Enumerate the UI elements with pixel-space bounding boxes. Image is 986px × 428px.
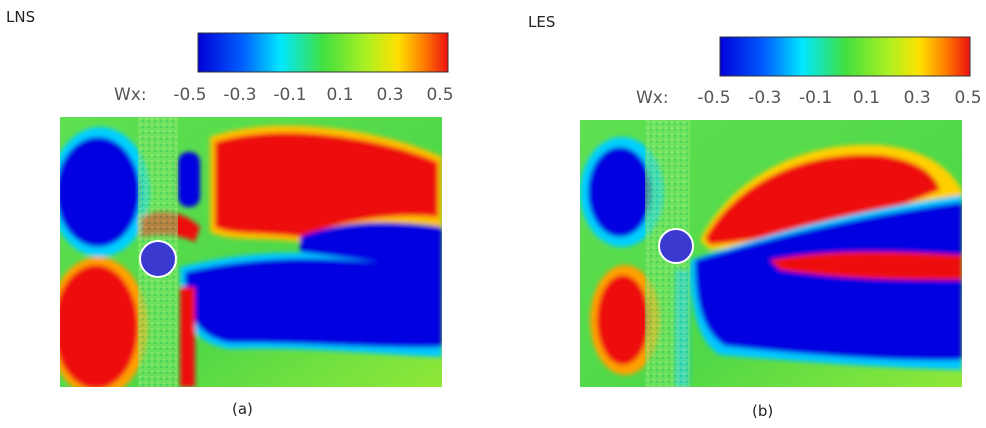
colorbar-tick-label: -0.5 — [697, 88, 730, 108]
colorbar-tick-label: 0.3 — [376, 85, 403, 105]
panel-title: LES — [528, 13, 555, 31]
colorbar-tick-label: 0.1 — [853, 88, 880, 108]
colorbar-tick-label: -0.5 — [173, 85, 206, 105]
panel-title: LNS — [6, 8, 35, 26]
colorbar-tick-label: -0.3 — [748, 88, 781, 108]
panel-b: LES Wx: -0.5 -0.3 -0.1 0.1 0.3 0.5 (b) — [528, 13, 982, 420]
contour-plot — [60, 117, 442, 387]
panel-a: LNS Wx: -0.5 -0.3 -0.1 0.1 0.3 0.5 (a) — [6, 8, 454, 418]
colorbar-tick-label: 0.3 — [904, 88, 931, 108]
colorbar-tick-label: -0.3 — [223, 85, 256, 105]
colorbar-tick-label: 0.5 — [426, 85, 453, 105]
colorbar — [719, 36, 971, 77]
caption: (b) — [752, 402, 773, 420]
colorbar-ticks: Wx: -0.5 -0.3 -0.1 0.1 0.3 0.5 — [636, 88, 982, 108]
colorbar-tick-label: -0.1 — [273, 85, 306, 105]
colorbar — [197, 32, 449, 73]
colorbar-label: Wx: — [636, 88, 669, 108]
colorbar-tick-label: 0.5 — [954, 88, 981, 108]
colorbar-tick-label: 0.1 — [326, 85, 353, 105]
contour-plot — [580, 120, 962, 387]
caption: (a) — [232, 400, 253, 418]
colorbar-tick-label: -0.1 — [799, 88, 832, 108]
colorbar-ticks: Wx: -0.5 -0.3 -0.1 0.1 0.3 0.5 — [114, 85, 454, 105]
colorbar-label: Wx: — [114, 85, 147, 105]
